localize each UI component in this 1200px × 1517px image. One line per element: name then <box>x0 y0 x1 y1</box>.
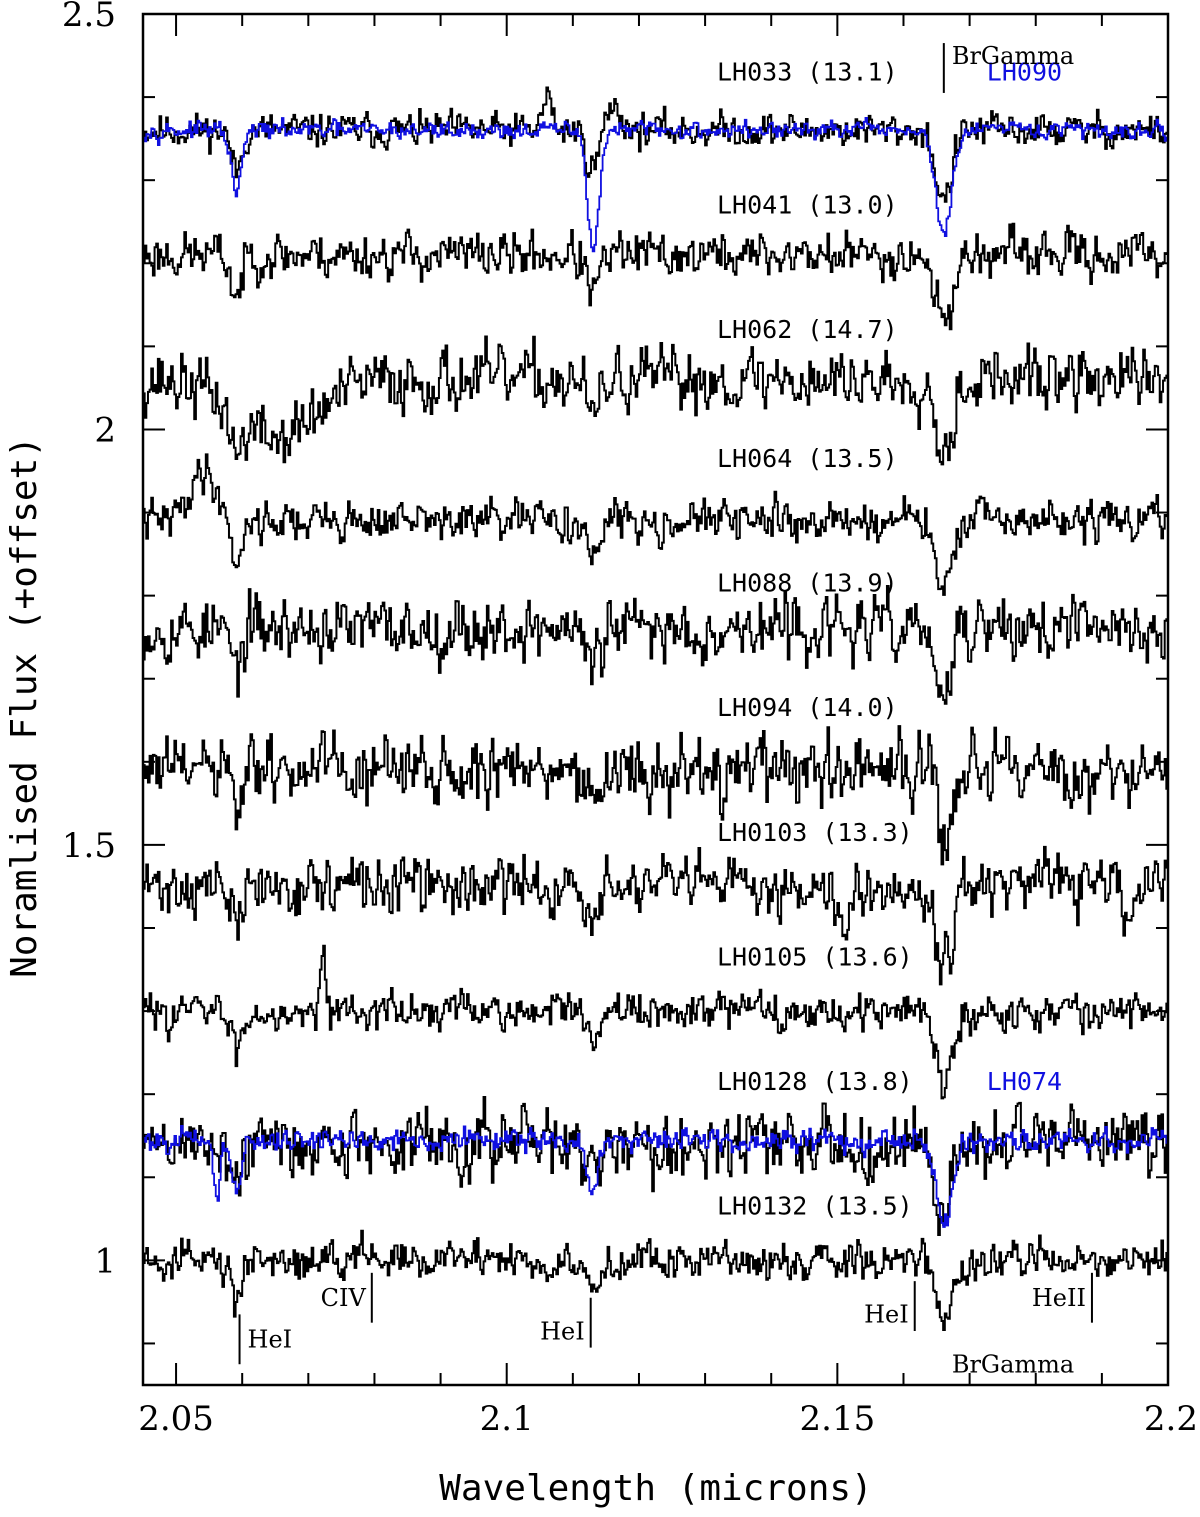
line-marker-label: HeI <box>540 1317 585 1345</box>
axes-group: 1 1.5 2 2.5 2.05 2.1 2.15 2.2 <box>62 0 1198 1439</box>
series-lh064-line <box>143 453 1169 596</box>
line-marker-label: HeII <box>1032 1284 1086 1312</box>
y-tick-label: 2 <box>94 410 116 450</box>
y-tick-label: 1.5 <box>62 826 116 866</box>
spectrum-label: LH062 (14.7) <box>717 315 898 344</box>
line-marker-label: HeI <box>248 1326 293 1354</box>
y-tick-label: 2.5 <box>62 0 116 35</box>
spectrum-label: LH041 (13.0) <box>717 190 898 219</box>
spectrum-label: LH088 (13.9) <box>717 568 898 597</box>
line-marker-label: CIV <box>321 1284 367 1312</box>
x-tick-label: 2.1 <box>480 1399 534 1439</box>
spectrum-label: LH0128 (13.8) <box>717 1067 913 1096</box>
x-tick-label: 2.15 <box>800 1399 876 1439</box>
x-tick-label: 2.2 <box>1144 1399 1198 1439</box>
spectrum-label: LH094 (14.0) <box>717 693 898 722</box>
y-axis-title: Noramlised Flux (+offset) <box>4 436 45 978</box>
y-tick-label: 1 <box>94 1241 116 1281</box>
series-lh0132-line <box>143 1229 1169 1331</box>
spectra-group <box>143 86 1169 1331</box>
series-lh0103-line <box>143 845 1169 986</box>
x-axis-title: Wavelength (microns) <box>439 1468 872 1509</box>
line-marker-label: BrGamma <box>952 1351 1074 1379</box>
series-lh0128-line <box>143 1095 1169 1237</box>
spectrum-label: LH0105 (13.6) <box>717 942 913 971</box>
spectrum-label: LH033 (13.1) <box>717 57 898 86</box>
series-lh062-line <box>143 335 1169 466</box>
spectrum-label: LH0103 (13.3) <box>717 818 913 847</box>
x-tick-label: 2.05 <box>138 1399 214 1439</box>
spectrum-label: LH074 <box>987 1067 1062 1096</box>
spectrum-label: LH090 <box>987 57 1062 86</box>
line-marker-label: BrGamma <box>952 42 1074 70</box>
series-lh0105-line <box>143 944 1169 1100</box>
line-marker-label: HeI <box>864 1301 909 1329</box>
series-lh094-line <box>143 725 1169 866</box>
series-lh090-line <box>143 117 1169 253</box>
series-lh088-line <box>143 585 1169 705</box>
series-lh041-line <box>143 222 1169 331</box>
labels-group: LH033 (13.1) LH090 LH041 (13.0) LH062 (14.7… <box>238 42 1093 1379</box>
spectrum-label: LH0132 (13.5) <box>717 1192 913 1221</box>
series-lh074-line <box>143 1124 1169 1228</box>
plot-frame <box>141 12 1170 1387</box>
series-lh033-line <box>143 86 1169 203</box>
spectrum-label: LH064 (13.5) <box>717 444 898 473</box>
